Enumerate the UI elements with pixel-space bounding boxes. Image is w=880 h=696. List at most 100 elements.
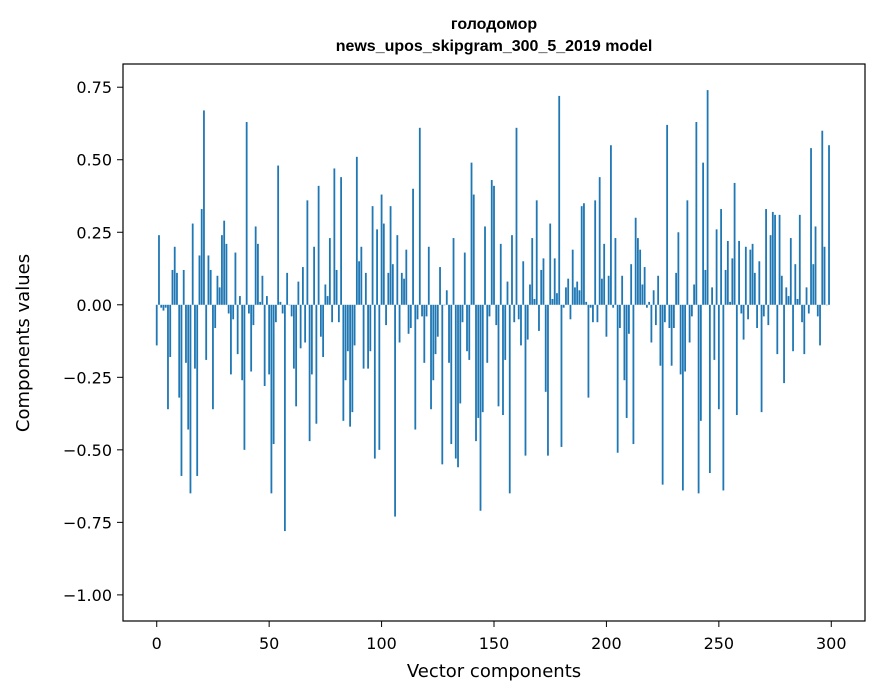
bar-9 — [176, 272, 178, 305]
bar-79 — [333, 168, 336, 305]
y-axis: 0.75 0.50 0.25 0.00 −0.25 −0.50 −0.75 −1.00 — [63, 78, 123, 605]
bar-291 — [810, 148, 812, 305]
bar-149 — [490, 180, 493, 305]
bar-191 — [585, 301, 588, 305]
bar-72 — [317, 185, 320, 305]
bar-112 — [407, 304, 410, 334]
bar-14 — [187, 304, 190, 430]
bar-283 — [792, 304, 794, 352]
bar-251 — [720, 209, 722, 305]
bar-0 — [155, 304, 158, 346]
bar-228 — [668, 304, 671, 328]
bar-246 — [708, 304, 711, 474]
x-tick-label-50: 50 — [259, 634, 279, 653]
bar-172 — [542, 258, 545, 305]
bar-290 — [807, 304, 810, 314]
bar-176 — [551, 298, 554, 305]
bar-121 — [427, 246, 430, 305]
bar-250 — [717, 304, 720, 410]
bar-53 — [275, 304, 277, 323]
bar-119 — [423, 304, 426, 363]
bar-60 — [290, 304, 293, 317]
bar-279 — [783, 304, 785, 384]
bar-11 — [180, 304, 183, 476]
bar-80 — [335, 269, 338, 305]
bar-50 — [268, 304, 271, 375]
y-tick-label-2: 0.25 — [76, 223, 112, 242]
bar-111 — [405, 249, 408, 305]
bar-206 — [619, 304, 621, 328]
bar-136 — [461, 304, 464, 323]
plot-frame — [122, 63, 866, 622]
bar-147 — [486, 304, 489, 363]
bar-74 — [322, 304, 325, 358]
bar-78 — [331, 304, 334, 323]
bar-37 — [239, 296, 241, 305]
bar-130 — [448, 304, 450, 363]
bar-140 — [470, 162, 473, 305]
bar-234 — [681, 304, 684, 491]
bar-226 — [663, 304, 666, 323]
bar-278 — [780, 275, 783, 305]
bar-129 — [445, 290, 448, 305]
bar-47 — [261, 275, 264, 305]
bar-122 — [430, 304, 432, 410]
bar-90 — [358, 261, 360, 305]
bar-180 — [560, 304, 563, 447]
bar-220 — [650, 304, 653, 343]
y-tick-label-1: 0.50 — [76, 151, 112, 170]
bar-222 — [654, 304, 657, 326]
bar-4 — [164, 304, 167, 308]
bars-group — [155, 90, 830, 532]
bar-23 — [207, 255, 210, 305]
y-tick-label-0: 0.75 — [76, 78, 112, 97]
bar-153 — [499, 243, 502, 305]
bar-195 — [594, 200, 597, 305]
bar-38 — [241, 304, 244, 381]
bar-107 — [396, 235, 399, 305]
bar-137 — [463, 252, 466, 305]
bar-287 — [801, 304, 803, 323]
bar-207 — [621, 275, 624, 305]
bar-178 — [556, 293, 558, 305]
bar-248 — [713, 304, 716, 360]
bar-22 — [205, 304, 208, 360]
bar-77 — [328, 238, 331, 305]
bar-91 — [360, 246, 363, 305]
bar-249 — [715, 229, 718, 305]
bar-186 — [574, 287, 576, 305]
bar-127 — [441, 304, 444, 465]
bar-76 — [326, 296, 329, 305]
bar-124 — [434, 304, 437, 355]
bar-193 — [589, 304, 592, 308]
bar-189 — [580, 206, 583, 305]
bar-19 — [198, 255, 201, 305]
x-tick-label-200: 200 — [591, 634, 622, 653]
bar-217 — [643, 267, 646, 305]
bar-56 — [281, 304, 284, 314]
bar-42 — [250, 304, 253, 372]
bar-75 — [324, 284, 327, 305]
bar-98 — [376, 229, 378, 305]
bar-224 — [659, 304, 662, 366]
bar-30 — [223, 220, 226, 305]
bar-96 — [371, 206, 374, 305]
bar-212 — [632, 304, 635, 445]
bar-138 — [466, 304, 468, 352]
bar-95 — [369, 304, 372, 352]
bar-12 — [182, 269, 185, 305]
bar-299 — [828, 145, 830, 305]
bar-266 — [753, 272, 756, 305]
bar-16 — [191, 223, 194, 305]
bar-162 — [520, 304, 522, 346]
bar-163 — [522, 261, 525, 305]
bar-126 — [439, 267, 441, 305]
bar-1 — [158, 235, 160, 305]
bar-255 — [729, 301, 731, 305]
bar-236 — [686, 200, 689, 305]
bar-273 — [769, 235, 772, 305]
bar-275 — [774, 214, 776, 305]
bar-181 — [562, 304, 565, 308]
bar-182 — [565, 287, 567, 305]
